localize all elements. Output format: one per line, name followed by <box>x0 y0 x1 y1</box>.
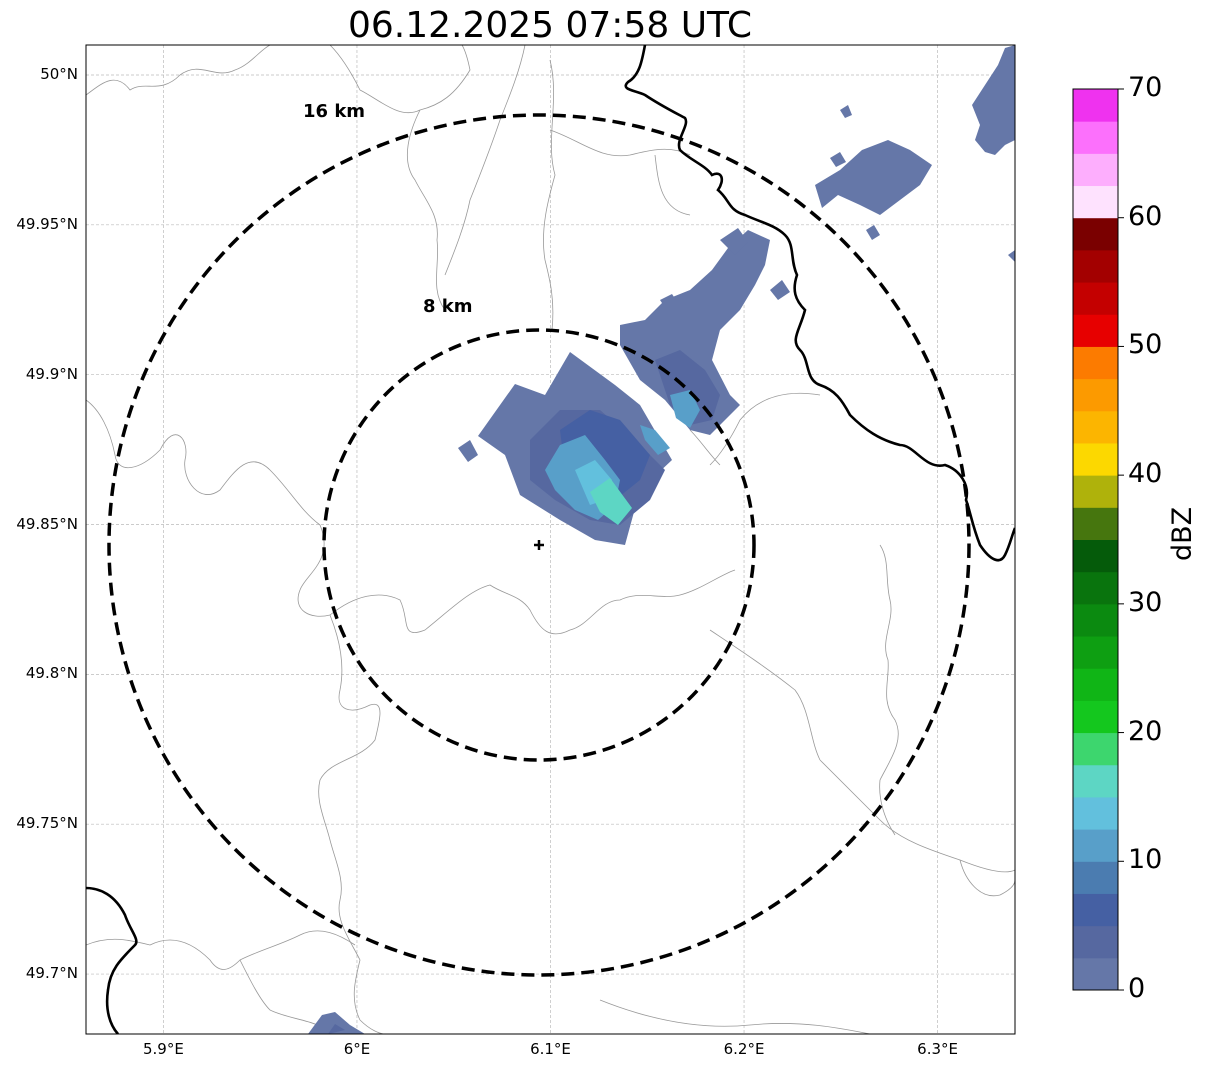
colorbar-title: dBZ <box>1167 506 1198 561</box>
colorbar-segment <box>1073 539 1118 573</box>
colorbar-segment <box>1073 153 1118 187</box>
colorbar-segment <box>1073 507 1118 540</box>
national-border-sw <box>86 886 138 1034</box>
latitude-tick-label: 50°N <box>40 64 78 83</box>
colorbar-tick-label: 70 <box>1128 72 1163 103</box>
colorbar-segment <box>1073 957 1118 991</box>
colorbar-segment <box>1073 475 1118 508</box>
latitude-tick-label: 49.75°N <box>16 814 78 833</box>
colorbar-segment <box>1073 410 1118 444</box>
colorbar-tick-label: 50 <box>1128 329 1163 361</box>
ring-label-8km: 8 km <box>423 296 473 317</box>
latitude-tick-label: 49.85°N <box>16 514 78 533</box>
latitude-tick-label: 49.95°N <box>16 214 78 233</box>
colorbar-segment <box>1073 89 1118 122</box>
colorbar-segment <box>1073 282 1118 315</box>
colorbar-tick-label: 0 <box>1128 973 1146 1004</box>
colorbar-segment <box>1073 217 1118 251</box>
colorbar-segment <box>1073 861 1118 894</box>
colorbar-segment <box>1073 893 1118 927</box>
range-ring-8km <box>322 328 756 762</box>
colorbar-segment <box>1073 571 1118 605</box>
colorbar-segment <box>1073 700 1118 734</box>
range-ring-16km <box>107 113 971 977</box>
colorbar-segment <box>1073 603 1118 637</box>
ring-label-16km: 16 km <box>303 101 365 122</box>
radar-site-marker <box>534 540 544 550</box>
colorbar-tick-label: 10 <box>1128 844 1163 876</box>
colorbar-tick-label: 20 <box>1128 715 1163 747</box>
colorbar-segment <box>1073 249 1118 283</box>
colorbar-segment <box>1073 636 1118 669</box>
colorbar-segment <box>1073 925 1118 959</box>
longitude-tick-label: 5.9°E <box>142 1040 184 1058</box>
colorbar-segment <box>1073 378 1118 412</box>
latitude-tick-label: 49.9°N <box>25 364 78 383</box>
map-title: 06.12.2025 07:58 UTC <box>347 5 753 46</box>
longitude-tick-label: 6°E <box>343 1040 371 1058</box>
radar-echoes <box>308 45 1015 1034</box>
colorbar <box>1073 88 1124 991</box>
latitude-tick-label: 49.8°N <box>25 664 78 683</box>
latitude-tick-label: 49.7°N <box>25 964 78 983</box>
colorbar-frame <box>1072 88 1119 991</box>
colorbar-segment <box>1073 121 1118 154</box>
longitude-tick-label: 6.2°E <box>723 1040 765 1058</box>
colorbar-segment <box>1073 829 1118 862</box>
colorbar-segment <box>1073 346 1118 380</box>
colorbar-segment <box>1073 314 1118 347</box>
colorbar-segment <box>1073 668 1118 701</box>
colorbar-tick-label: 40 <box>1128 458 1163 490</box>
longitude-tick-label: 6.3°E <box>917 1040 958 1058</box>
colorbar-segment <box>1073 185 1118 219</box>
colorbar-segment <box>1073 764 1118 798</box>
colorbar-tick-label: 30 <box>1128 586 1163 618</box>
colorbar-tick-label: 60 <box>1128 200 1163 232</box>
map-frame <box>85 44 1016 1035</box>
colorbar-segment <box>1073 442 1118 476</box>
colorbar-segment <box>1073 796 1118 830</box>
longitude-tick-label: 6.1°E <box>530 1040 571 1058</box>
range-rings <box>107 113 971 977</box>
colorbar-segment <box>1073 732 1118 766</box>
